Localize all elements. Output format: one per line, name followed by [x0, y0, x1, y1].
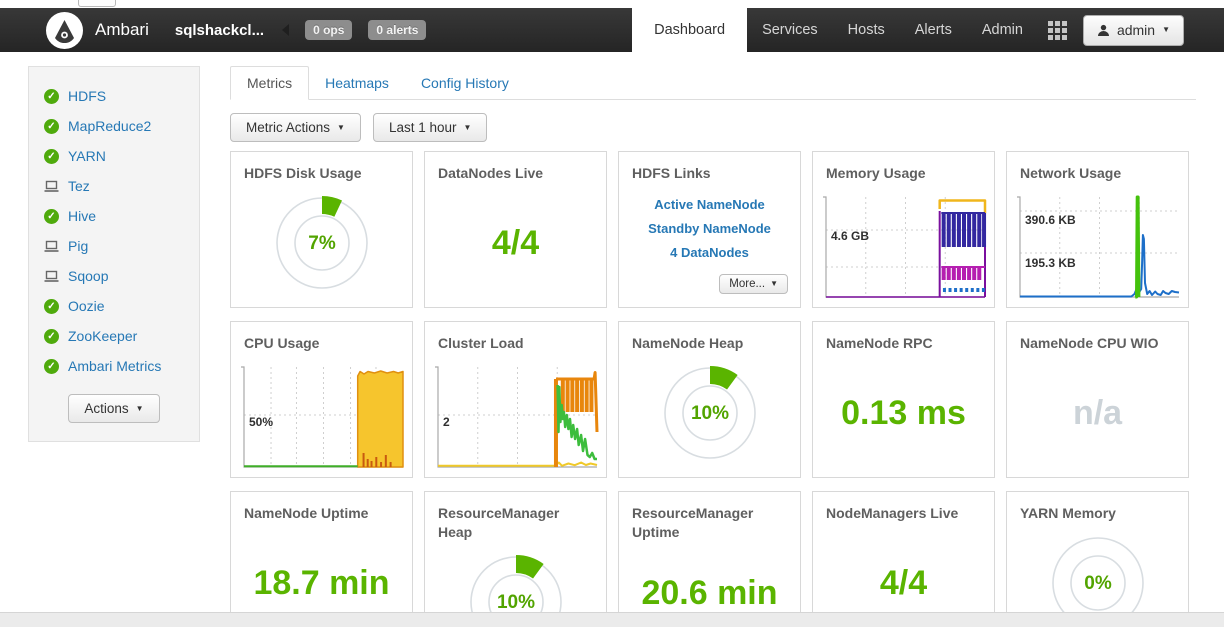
widget-namenode-cpu-wio[interactable]: NameNode CPU WIO n/a [1006, 321, 1189, 478]
namenode-heap-gauge: 10% [663, 365, 756, 459]
time-range-button[interactable]: Last 1 hour ▼ [372, 113, 488, 142]
sidebar-item-hdfs[interactable]: ✓ HDFS [29, 81, 199, 111]
widget-memory-usage[interactable]: Memory Usage 4.6 GB [812, 151, 995, 308]
sidebar-item-oozie[interactable]: ✓ Oozie [29, 291, 199, 321]
widget-hdfs-disk-usage[interactable]: HDFS Disk Usage 7% [230, 151, 413, 308]
bottom-band [0, 612, 1224, 627]
browser-top-strip [0, 0, 1224, 8]
svg-text:7%: 7% [308, 233, 336, 254]
top-navbar: Ambari sqlshackcl... 0 ops 0 alerts Dash… [0, 8, 1224, 52]
network-usage-chart: 390.6 KB 195.3 KB [1017, 195, 1180, 299]
cluster-load-chart: 2 [435, 366, 599, 468]
namenode-uptime-value: 18.7 min [253, 564, 390, 603]
tab-heatmaps[interactable]: Heatmaps [325, 75, 389, 91]
widgets-grid: HDFS Disk Usage 7% DataNodes Live 4/4 HD… [230, 151, 1196, 627]
more-button[interactable]: More... ▼ [719, 274, 788, 294]
widget-yarn-memory[interactable]: YARN Memory 0% [1006, 491, 1189, 627]
widget-namenode-uptime[interactable]: NameNode Uptime 18.7 min [230, 491, 413, 627]
svg-text:390.6 KB: 390.6 KB [1025, 213, 1076, 227]
sidebar-item-zookeeper[interactable]: ✓ ZooKeeper [29, 321, 199, 351]
client-laptop-icon [44, 240, 59, 253]
user-label: admin [1116, 22, 1156, 38]
dashboard-tabs: Metrics Heatmaps Config History [230, 66, 1196, 100]
standby-namenode-link[interactable]: Standby NameNode [648, 220, 771, 236]
sidebar-item-yarn[interactable]: ✓ YARN [29, 141, 199, 171]
nav-item-admin[interactable]: Admin [981, 22, 1023, 38]
namenode-cpu-wio-value: n/a [1072, 394, 1123, 433]
service-ok-icon: ✓ [44, 328, 59, 344]
memory-usage-chart: 4.6 GB [823, 196, 987, 298]
nav-item-services[interactable]: Services [762, 22, 818, 38]
widget-resourcemanager-heap[interactable]: ResourceManager Heap 10% [424, 491, 607, 627]
namenode-rpc-value: 0.13 ms [841, 394, 966, 433]
actions-button[interactable]: Actions ▼ [68, 394, 160, 423]
caret-down-icon: ▼ [770, 279, 778, 288]
datanodes-link[interactable]: 4 DataNodes [670, 244, 749, 260]
cluster-name[interactable]: sqlshackcl... [174, 21, 265, 39]
browser-artifact [78, 0, 116, 7]
widget-namenode-heap[interactable]: NameNode Heap 10% [618, 321, 801, 478]
widget-nodemanagers-live[interactable]: NodeManagers Live 4/4 [812, 491, 995, 627]
tab-config-history[interactable]: Config History [420, 75, 509, 91]
svg-text:4.6 GB: 4.6 GB [831, 229, 869, 243]
metrics-toolbar: Metric Actions ▼ Last 1 hour ▼ [230, 113, 1196, 142]
nodemanagers-live-value: 4/4 [879, 564, 928, 603]
ambari-logo-icon[interactable] [46, 11, 83, 49]
services-sidebar: ✓ HDFS ✓ MapReduce2 ✓ YARN Tez ✓ Hive Pi… [28, 66, 200, 442]
widget-hdfs-links[interactable]: HDFS Links Active NameNode Standby NameN… [618, 151, 801, 308]
service-ok-icon: ✓ [44, 298, 59, 314]
svg-text:50%: 50% [249, 415, 273, 429]
svg-text:0%: 0% [1084, 573, 1112, 594]
alerts-badge[interactable]: 0 alerts [368, 20, 427, 40]
main-content: Metrics Heatmaps Config History Metric A… [230, 66, 1196, 627]
caret-down-icon: ▼ [463, 122, 472, 132]
ops-notch-icon [282, 24, 290, 36]
service-ok-icon: ✓ [44, 148, 59, 164]
svg-text:2: 2 [443, 415, 450, 429]
hdfs-disk-usage-gauge: 7% [275, 195, 368, 289]
brand-title[interactable]: Ambari [95, 20, 149, 39]
caret-down-icon: ▼ [337, 122, 345, 132]
resourcemanager-heap-gauge: 10% [469, 554, 562, 627]
user-menu-button[interactable]: admin ▼ [1082, 14, 1184, 46]
nav-item-dashboard[interactable]: Dashboard [632, 8, 748, 52]
ops-badge[interactable]: 0 ops [305, 20, 353, 40]
sidebar-item-ambari-metrics[interactable]: ✓ Ambari Metrics [29, 351, 199, 381]
nav-item-hosts[interactable]: Hosts [847, 22, 885, 38]
widget-resourcemanager-uptime[interactable]: ResourceManager Uptime 20.6 min [618, 491, 801, 627]
service-ok-icon: ✓ [44, 208, 59, 224]
sidebar-item-pig[interactable]: Pig [29, 231, 199, 261]
caret-down-icon: ▼ [135, 403, 144, 413]
client-laptop-icon [44, 180, 59, 193]
sidebar-item-hive[interactable]: ✓ Hive [29, 201, 199, 231]
nav-item-alerts[interactable]: Alerts [914, 22, 952, 38]
svg-text:10%: 10% [690, 403, 728, 424]
widget-namenode-rpc[interactable]: NameNode RPC 0.13 ms [812, 321, 995, 478]
svg-text:195.3 KB: 195.3 KB [1025, 256, 1076, 270]
widget-network-usage[interactable]: Network Usage 390.6 KB 195.3 KB [1006, 151, 1189, 308]
yarn-memory-gauge: 0% [1051, 537, 1144, 627]
svg-text:10%: 10% [496, 592, 534, 613]
active-namenode-link[interactable]: Active NameNode [654, 196, 765, 212]
cpu-usage-chart: 50% [241, 366, 404, 468]
service-ok-icon: ✓ [44, 88, 59, 104]
widget-datanodes-live[interactable]: DataNodes Live 4/4 [424, 151, 607, 308]
caret-down-icon: ▼ [1162, 25, 1170, 34]
views-grid-icon[interactable] [1047, 20, 1067, 40]
service-ok-icon: ✓ [44, 118, 59, 134]
service-ok-icon: ✓ [44, 358, 59, 374]
sidebar-item-mapreduce2[interactable]: ✓ MapReduce2 [29, 111, 199, 141]
client-laptop-icon [44, 270, 59, 283]
widget-cpu-usage[interactable]: CPU Usage 50% [230, 321, 413, 478]
sidebar-item-tez[interactable]: Tez [29, 171, 199, 201]
datanodes-live-value: 4/4 [491, 224, 540, 263]
widget-cluster-load[interactable]: Cluster Load 2 [424, 321, 607, 478]
sidebar-item-sqoop[interactable]: Sqoop [29, 261, 199, 291]
resourcemanager-uptime-value: 20.6 min [641, 573, 778, 612]
user-icon [1097, 24, 1109, 36]
metric-actions-button[interactable]: Metric Actions ▼ [230, 113, 361, 142]
tab-metrics[interactable]: Metrics [230, 66, 310, 100]
